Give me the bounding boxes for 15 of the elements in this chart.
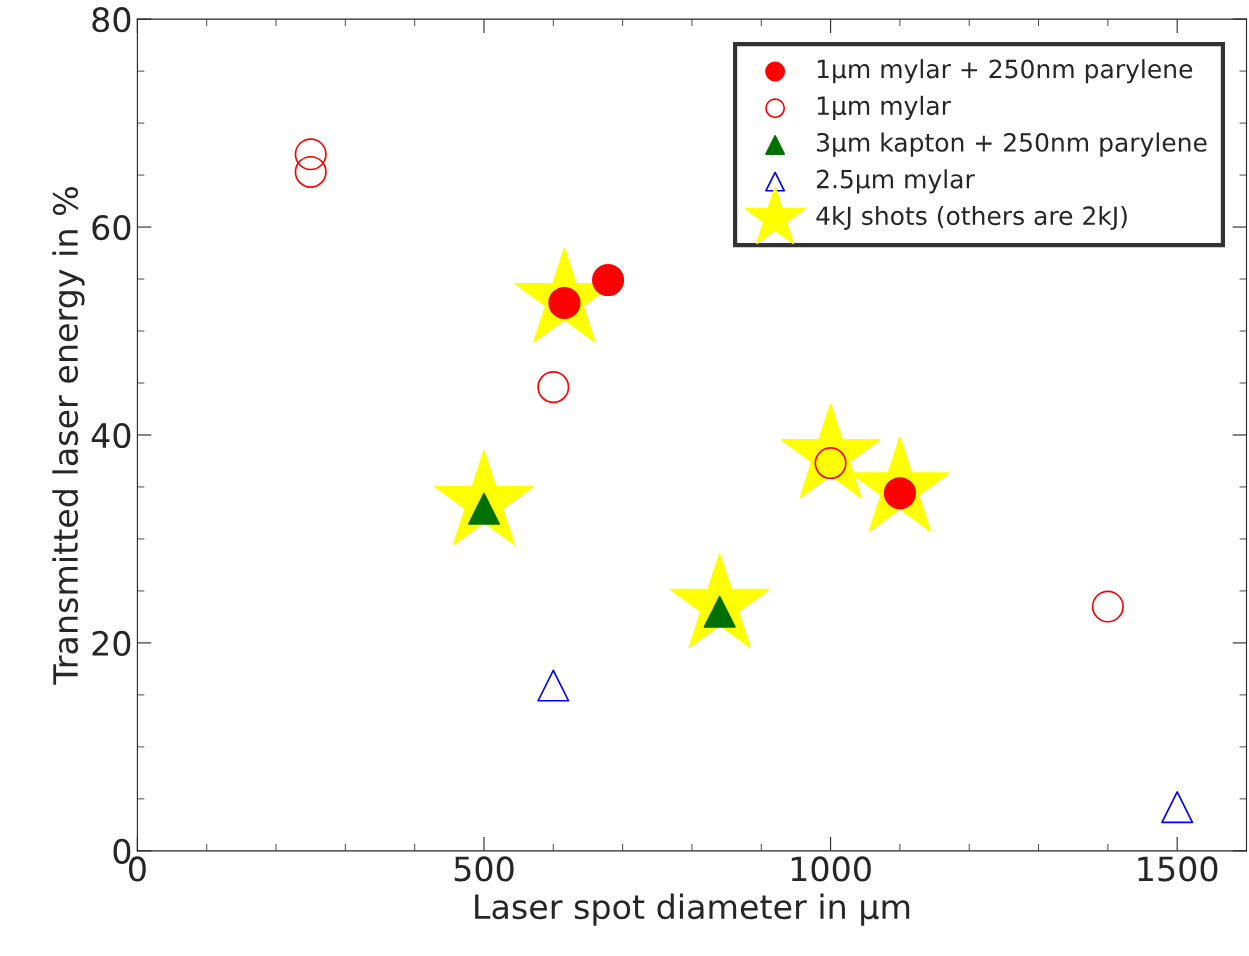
y-axis-title: Transmitted laser energy in % [52, 187, 85, 685]
legend-label: 4kJ shots (others are 2kJ) [816, 205, 1127, 230]
x-tick-label: 1000 [791, 856, 871, 882]
legend-label: 1µm mylar + 250nm parylene [817, 59, 1193, 84]
x-axis-title: Laser spot diameter in μm [475, 893, 910, 926]
y-tick-label: 20 [92, 630, 131, 657]
y-tick-label: 0 [113, 838, 131, 864]
x-tick-label: 500 [454, 856, 514, 882]
y-tick-label: 40 [91, 422, 131, 449]
y-tick-label: 80 [92, 7, 131, 33]
legend-label: 1µm mylar [817, 95, 951, 120]
y-tick-label: 60 [92, 214, 131, 241]
legend-label: 2.5µm mylar [816, 169, 975, 194]
x-tick-label: 1500 [1138, 856, 1218, 882]
legend-label: 3µm kapton + 250nm parylene [817, 132, 1207, 157]
